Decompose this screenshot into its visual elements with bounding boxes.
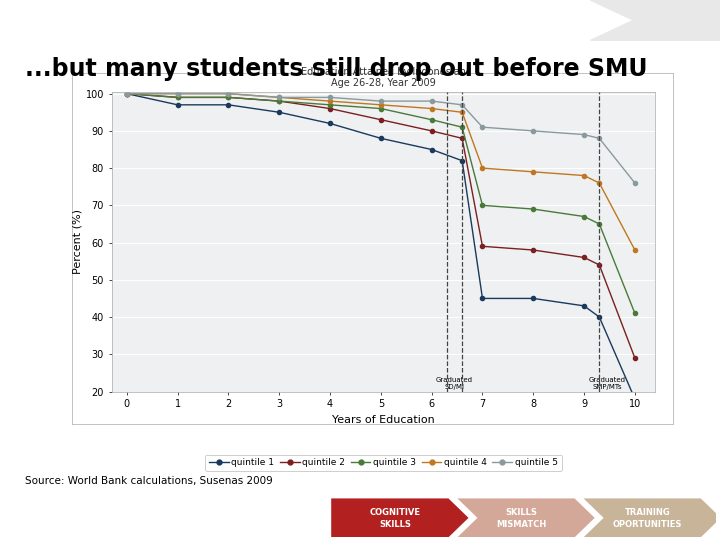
Text: SKILLS: SKILLS — [379, 519, 411, 529]
quintile 3 — [478, 202, 487, 208]
Text: Source: World Bank calculations, Susenas 2009: Source: World Bank calculations, Susenas… — [25, 476, 273, 486]
quintile 3 — [377, 105, 385, 112]
quintile 5 — [428, 98, 436, 104]
Text: TRAINING: TRAINING — [625, 508, 670, 517]
quintile 2 — [458, 135, 467, 141]
Line: quintile 1: quintile 1 — [125, 92, 637, 401]
quintile 5 — [595, 135, 603, 141]
quintile 4 — [529, 168, 538, 175]
quintile 2 — [631, 355, 639, 361]
quintile 5 — [122, 90, 131, 97]
quintile 3 — [122, 90, 131, 97]
quintile 2 — [428, 127, 436, 134]
quintile 5 — [377, 98, 385, 104]
quintile 1 — [428, 146, 436, 153]
quintile 2 — [580, 254, 588, 261]
quintile 1 — [580, 302, 588, 309]
quintile 3 — [174, 94, 182, 100]
Text: COGNITIVE: COGNITIVE — [370, 508, 421, 517]
Text: Graduated
SD/MI: Graduated SD/MI — [436, 376, 473, 390]
quintile 5 — [224, 90, 233, 97]
Polygon shape — [583, 498, 720, 537]
quintile 2 — [224, 94, 233, 100]
Line: quintile 4: quintile 4 — [125, 92, 637, 252]
quintile 2 — [325, 105, 334, 112]
quintile 1 — [458, 158, 467, 164]
quintile 1 — [224, 102, 233, 108]
quintile 3 — [224, 94, 233, 100]
Legend: quintile 1, quintile 2, quintile 3, quintile 4, quintile 5: quintile 1, quintile 2, quintile 3, quin… — [205, 455, 562, 471]
quintile 4 — [325, 98, 334, 104]
X-axis label: Years of Education: Years of Education — [332, 415, 435, 424]
quintile 2 — [529, 247, 538, 253]
quintile 2 — [174, 94, 182, 100]
quintile 4 — [478, 165, 487, 171]
quintile 1 — [478, 295, 487, 302]
quintile 2 — [275, 98, 284, 104]
quintile 5 — [478, 124, 487, 130]
quintile 1 — [325, 120, 334, 127]
quintile 3 — [580, 213, 588, 220]
quintile 4 — [458, 109, 467, 116]
Text: OPORTUNITIES: OPORTUNITIES — [613, 519, 683, 529]
quintile 4 — [122, 90, 131, 97]
quintile 4 — [224, 90, 233, 97]
quintile 4 — [428, 105, 436, 112]
quintile 3 — [428, 117, 436, 123]
Text: Graduated
SMP/MTs: Graduated SMP/MTs — [588, 376, 626, 390]
quintile 4 — [595, 180, 603, 186]
quintile 4 — [174, 90, 182, 97]
quintile 5 — [580, 131, 588, 138]
quintile 5 — [631, 180, 639, 186]
Polygon shape — [457, 498, 595, 537]
quintile 2 — [595, 262, 603, 268]
Polygon shape — [331, 498, 469, 537]
quintile 5 — [275, 94, 284, 100]
quintile 4 — [580, 172, 588, 179]
quintile 2 — [122, 90, 131, 97]
quintile 3 — [275, 98, 284, 104]
quintile 5 — [174, 90, 182, 97]
quintile 2 — [377, 117, 385, 123]
quintile 3 — [631, 310, 639, 316]
quintile 3 — [458, 124, 467, 130]
quintile 2 — [478, 243, 487, 249]
quintile 1 — [631, 396, 639, 402]
quintile 3 — [529, 206, 538, 212]
Line: quintile 5: quintile 5 — [125, 92, 637, 185]
quintile 5 — [458, 102, 467, 108]
quintile 1 — [529, 295, 538, 302]
Title: Education Attained by Indonesian
Age 26-28, Year 2009: Education Attained by Indonesian Age 26-… — [301, 66, 466, 88]
quintile 1 — [275, 109, 284, 116]
quintile 4 — [631, 247, 639, 253]
quintile 1 — [174, 102, 182, 108]
quintile 1 — [595, 314, 603, 320]
quintile 5 — [325, 94, 334, 100]
quintile 3 — [325, 102, 334, 108]
Line: quintile 2: quintile 2 — [125, 92, 637, 360]
Text: SKILLS: SKILLS — [505, 508, 538, 517]
quintile 5 — [529, 127, 538, 134]
Y-axis label: Percent (%): Percent (%) — [73, 209, 83, 274]
quintile 1 — [122, 90, 131, 97]
Text: MISMATCH: MISMATCH — [497, 519, 546, 529]
Polygon shape — [590, 0, 720, 40]
Line: quintile 3: quintile 3 — [125, 92, 637, 315]
quintile 4 — [377, 102, 385, 108]
Text: ...but many students still drop out before SMU: ...but many students still drop out befo… — [25, 57, 648, 80]
quintile 3 — [595, 221, 603, 227]
quintile 1 — [377, 135, 385, 141]
quintile 4 — [275, 94, 284, 100]
